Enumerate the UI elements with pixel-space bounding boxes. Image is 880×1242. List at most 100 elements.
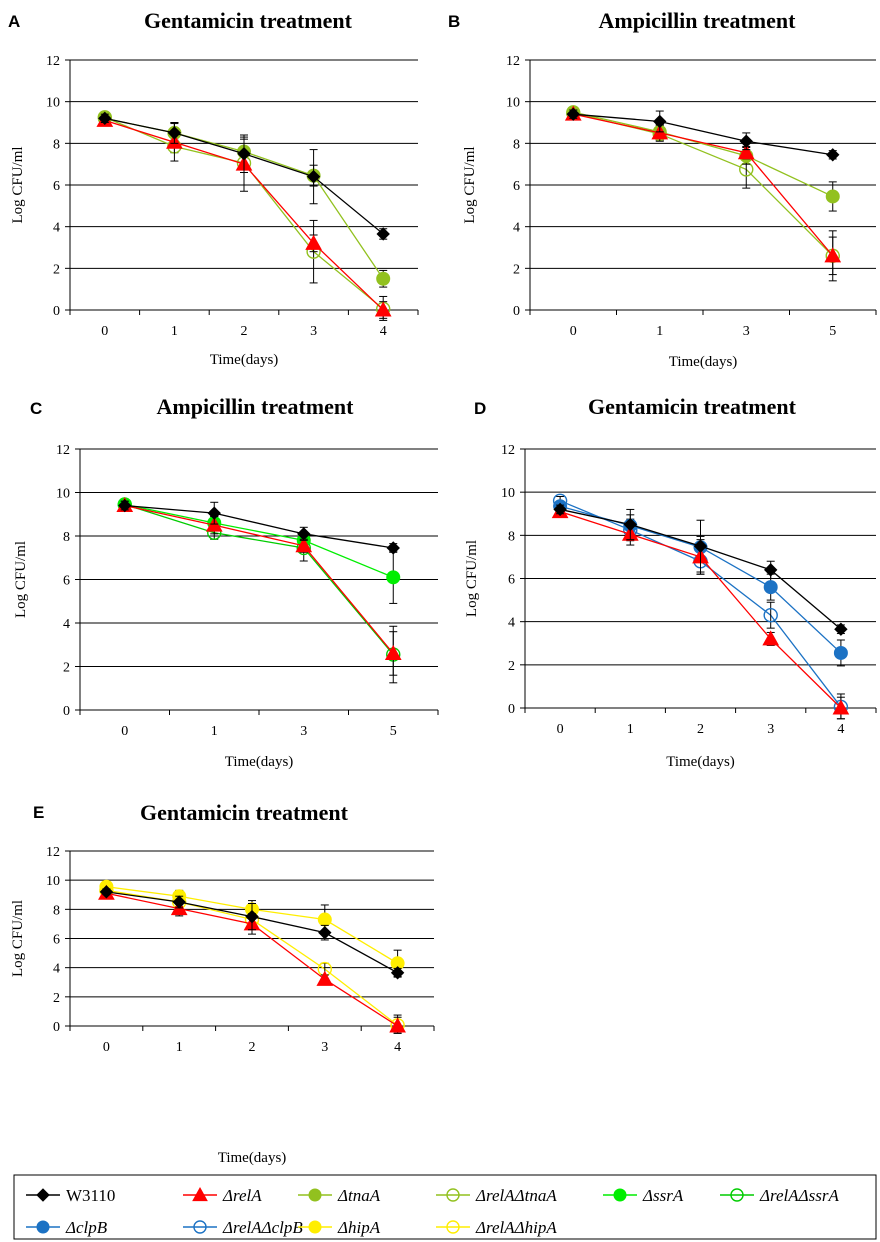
panel-letter: C [30, 399, 42, 418]
data-point [386, 541, 400, 555]
series-line [124, 503, 394, 578]
legend-marker [36, 1220, 50, 1234]
legend-label: ΔrelAΔhipA [475, 1218, 557, 1237]
x-axis-label: Time(days) [225, 754, 294, 770]
legend-entry-tnaA: ΔtnaA [298, 1186, 381, 1205]
y-tick-label: 12 [46, 845, 60, 860]
y-tick-label: 6 [508, 573, 515, 588]
x-tick-label: 0 [103, 1040, 110, 1055]
y-tick-label: 12 [501, 443, 515, 458]
panel-title: Gentamicin treatment [140, 800, 349, 825]
x-tick-label: 2 [697, 722, 704, 737]
data-point [737, 144, 755, 160]
x-tick-label: 3 [300, 724, 307, 739]
data-point [295, 537, 313, 553]
data-point [566, 107, 580, 121]
data-point [317, 912, 332, 927]
series-W3110 [553, 502, 848, 636]
x-tick-label: 4 [394, 1040, 401, 1055]
series-line [573, 113, 834, 257]
data-point [384, 644, 402, 660]
legend-marker [730, 1188, 744, 1202]
y-tick-label: 2 [508, 659, 515, 674]
y-axis-label: Log CFU/ml [10, 146, 26, 223]
x-tick-label: 0 [557, 722, 564, 737]
panel-b: B Ampicillin treatment 0 2 4 6 8 10 12 0 1 3 5 Time(d… [448, 8, 877, 370]
legend-marker [446, 1188, 460, 1202]
y-axis-label: Log CFU/ml [13, 541, 29, 618]
legend-label: ΔssrA [642, 1186, 684, 1205]
data-point [237, 147, 251, 161]
data-point [739, 162, 754, 177]
panel-title: Ampicillin treatment [599, 8, 797, 33]
data-point [825, 189, 840, 204]
legend-label: ΔhipA [337, 1218, 381, 1237]
legend-label: ΔrelAΔclpB [222, 1218, 303, 1237]
data-point [376, 271, 391, 286]
y-tick-label: 6 [513, 179, 520, 194]
y-axis-label: Log CFU/ml [462, 146, 478, 223]
data-point [824, 247, 842, 263]
data-point [762, 630, 780, 646]
legend-marker [613, 1188, 627, 1202]
x-tick-label: 0 [121, 724, 128, 739]
y-tick-label: 2 [63, 661, 70, 676]
x-tick-label: 1 [176, 1040, 183, 1055]
y-tick-label: 12 [46, 54, 60, 69]
data-point [553, 502, 567, 517]
series-relAtnaA [566, 105, 840, 282]
panel-letter: E [33, 803, 44, 822]
legend-marker [308, 1220, 322, 1234]
data-point [653, 114, 667, 129]
x-tick-label: 3 [743, 324, 750, 339]
legend-entry-relAclpB: ΔrelAΔclpB [183, 1218, 303, 1237]
legend-entry-W3110: W3110 [26, 1186, 115, 1205]
y-axis-label: Log CFU/ml [10, 900, 26, 977]
y-tick-label: 2 [53, 262, 60, 277]
panel-letter: D [474, 399, 486, 418]
x-tick-label: 5 [829, 324, 836, 339]
series-line [573, 112, 834, 257]
data-point [118, 498, 132, 513]
data-point [739, 134, 753, 148]
y-tick-label: 8 [53, 137, 60, 152]
data-point [390, 966, 405, 980]
x-tick-label: 4 [837, 722, 844, 737]
legend-label: ΔrelAΔtnaA [475, 1186, 557, 1205]
legend-entry-hipA: ΔhipA [298, 1218, 381, 1237]
legend-marker [192, 1186, 208, 1202]
legend-label: ΔclpB [65, 1218, 108, 1237]
data-point [318, 925, 332, 940]
data-point [376, 227, 390, 241]
y-axis-label: Log CFU/ml [464, 540, 480, 617]
legend-marker [193, 1220, 207, 1234]
legend-entry-relAtnaA: ΔrelAΔtnaA [436, 1186, 557, 1205]
data-point [389, 1017, 406, 1033]
y-tick-label: 8 [63, 530, 70, 545]
data-point [386, 570, 401, 585]
x-tick-label: 4 [380, 324, 387, 339]
data-point [374, 301, 392, 317]
legend-entry-relAssrA: ΔrelAΔssrA [720, 1186, 839, 1205]
x-tick-label: 1 [627, 722, 634, 737]
data-point [172, 895, 186, 909]
series-W3110 [118, 498, 400, 555]
data-point [306, 169, 321, 184]
y-tick-label: 0 [63, 704, 70, 719]
panel-title: Gentamicin treatment [588, 394, 797, 419]
data-point [623, 517, 638, 532]
x-axis-label: Time(days) [669, 354, 738, 370]
series-relAssrA [117, 497, 401, 684]
data-point [167, 126, 182, 140]
y-tick-label: 10 [46, 96, 60, 111]
y-tick-label: 2 [513, 262, 520, 277]
legend-entry-ssrA: ΔssrA [603, 1186, 684, 1205]
series-W3110 [566, 107, 840, 162]
legend-entry-clpB: ΔclpB [26, 1218, 108, 1237]
data-point [834, 622, 848, 636]
x-tick-label: 3 [310, 324, 317, 339]
legend-entry-relA: ΔrelA [183, 1186, 262, 1205]
y-tick-label: 6 [53, 179, 60, 194]
y-tick-label: 4 [513, 221, 520, 236]
